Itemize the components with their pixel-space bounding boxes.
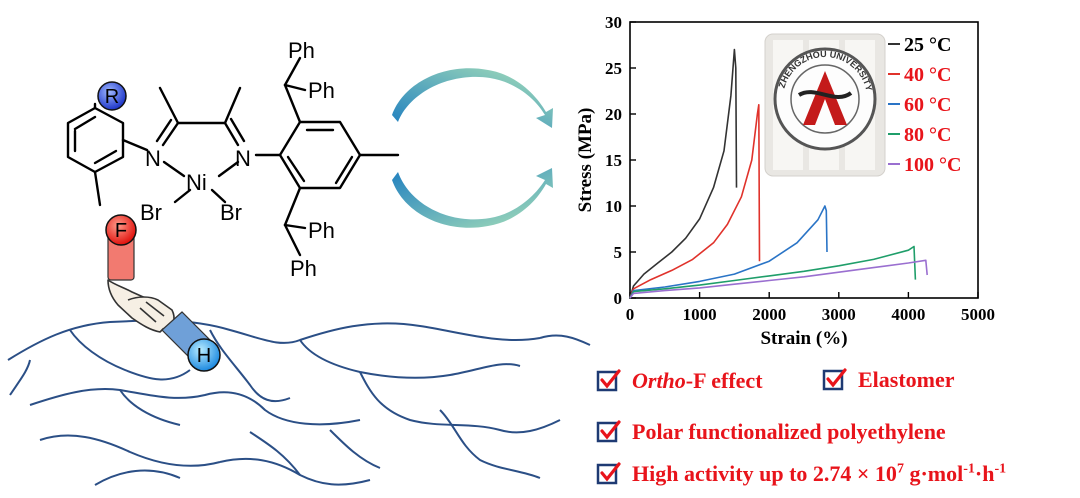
feature-activity-exp3: -1	[994, 461, 1007, 477]
feature-activity-unit: g·mol	[903, 461, 964, 486]
checkbox-icon	[596, 420, 621, 443]
cycle-arrows	[392, 68, 553, 228]
hydrogen-ball	[187, 338, 221, 372]
x-tick-label: 2000	[752, 305, 786, 324]
r-group-label: R	[105, 86, 119, 108]
molecule-bonds	[66, 56, 400, 257]
feature-activity: High activity up to 2.74 × 107 g·mol-1·h…	[596, 461, 1006, 487]
nickel-complex-structure: R F H N N Ni Br Br Ph Ph Ph Ph	[7, 38, 591, 486]
legend-label-4: 100 °C	[904, 154, 961, 176]
series-line-2	[629, 205, 828, 299]
legend-label-2: 60 °C	[904, 94, 951, 116]
x-axis-label: Strain (%)	[760, 328, 847, 349]
arrow-top	[392, 68, 553, 128]
hydrogen-label: H	[197, 345, 211, 367]
ni-label: Ni	[186, 170, 207, 195]
n-left-label: N	[145, 146, 161, 171]
legend-label-1: 40 °C	[904, 64, 951, 86]
br-right-label: Br	[220, 200, 242, 225]
checkbox-icon	[822, 368, 847, 391]
ph-top1-label: Ph	[288, 38, 315, 63]
university-seal-swoosh	[797, 90, 853, 99]
y-tick-label: 5	[614, 243, 623, 262]
r-group-ball	[97, 81, 127, 111]
y-tick-label: 15	[605, 151, 622, 170]
feature-elastomer-text: Elastomer	[858, 367, 955, 392]
series-line-3	[629, 245, 917, 299]
y-tick-label: 20	[605, 105, 622, 124]
x-tick-label: 1000	[683, 305, 717, 324]
ph-bot2-label: Ph	[290, 256, 317, 281]
y-axis-label: Stress (MPa)	[575, 108, 596, 213]
series-line-0	[629, 48, 738, 299]
feature-activity-exp: 7	[896, 461, 904, 477]
feature-ortho-italic: Ortho	[632, 368, 686, 393]
university-seal-emblem	[803, 71, 847, 125]
ph-bot1-label: Ph	[308, 218, 335, 243]
x-tick-label: 3000	[822, 305, 856, 324]
ph-top2-label: Ph	[308, 78, 335, 103]
x-tick-label: 5000	[961, 305, 995, 324]
feature-activity-unit2: ·h	[974, 461, 995, 486]
university-seal-inner	[790, 64, 860, 134]
feature-activity-exp2: -1	[963, 461, 975, 477]
series-line-4	[629, 259, 928, 299]
feature-activity-text: High activity up to 2.74 × 10	[632, 461, 897, 486]
arrow-bottom	[392, 168, 553, 228]
feature-elastomer: Elastomer	[822, 367, 955, 393]
legend-label-3: 80 °C	[904, 124, 951, 146]
y-tick-label: 0	[614, 289, 623, 308]
feature-ortho-f: Ortho-F effect	[596, 368, 763, 394]
br-left-label: Br	[140, 200, 162, 225]
checkbox-icon	[596, 462, 621, 485]
fluorine-label: F	[115, 220, 127, 242]
feature-polar-text: Polar functionalized polyethylene	[632, 419, 946, 444]
polymer-network	[7, 319, 591, 486]
y-tick-label: 30	[605, 13, 622, 32]
legend-label-0: 25 °C	[904, 34, 951, 56]
checkbox-icon	[596, 369, 621, 392]
feature-ortho-text: -F effect	[685, 368, 763, 393]
feature-polar: Polar functionalized polyethylene	[596, 419, 946, 445]
y-tick-label: 25	[605, 59, 622, 78]
n-right-label: N	[235, 146, 251, 171]
x-tick-label: 0	[626, 305, 635, 324]
handshake-icon	[107, 279, 175, 333]
x-tick-label: 4000	[891, 305, 925, 324]
fluorine-ball	[105, 214, 137, 246]
series-line-1	[629, 104, 761, 299]
y-tick-label: 10	[605, 197, 622, 216]
